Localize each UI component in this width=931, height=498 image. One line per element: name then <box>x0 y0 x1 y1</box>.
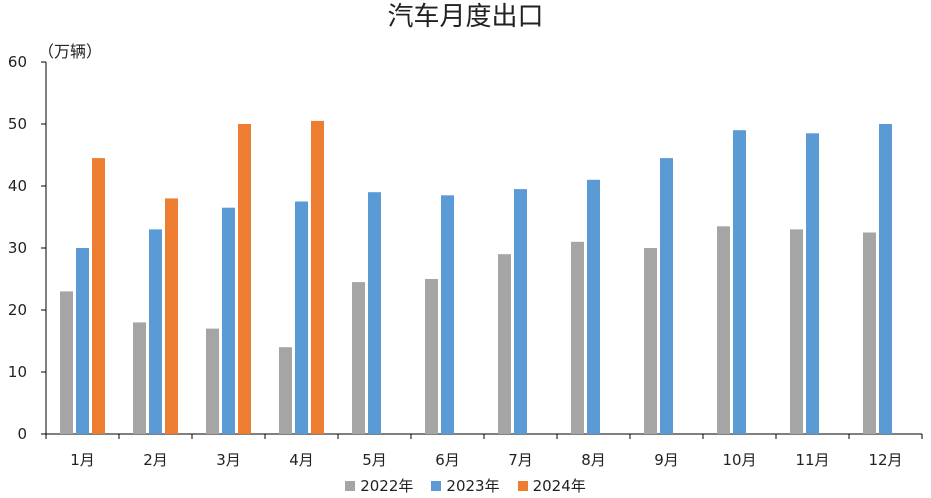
x-tick-label: 7月 <box>508 451 533 469</box>
bar-2024年-1月 <box>92 158 105 434</box>
bar-2023年-3月 <box>222 207 235 434</box>
bar-2023年-1月 <box>76 248 89 434</box>
bar-2022年-12月 <box>863 232 876 434</box>
legend-swatch-2024 <box>517 480 528 491</box>
x-tick-label: 5月 <box>362 451 387 469</box>
bar-2023年-6月 <box>441 195 454 434</box>
bar-2022年-6月 <box>425 279 438 434</box>
x-tick-label: 11月 <box>795 451 829 469</box>
y-tick-label: 20 <box>8 301 27 319</box>
y-tick-label: 40 <box>8 177 27 195</box>
x-tick-label: 6月 <box>435 451 460 469</box>
legend-item-2023: 2023年 <box>431 475 500 496</box>
x-tick-label: 1月 <box>70 451 95 469</box>
legend: 2022年 2023年 2024年 <box>0 475 931 496</box>
bar-2022年-10月 <box>717 226 730 434</box>
bar-2022年-3月 <box>206 328 219 434</box>
bar-2024年-2月 <box>165 198 178 434</box>
legend-item-2024: 2024年 <box>517 475 586 496</box>
bar-2022年-8月 <box>571 241 584 434</box>
x-tick-label: 3月 <box>216 451 241 469</box>
bar-2023年-2月 <box>149 229 162 434</box>
x-tick-label: 10月 <box>722 451 756 469</box>
bar-2022年-4月 <box>279 347 292 434</box>
bar-2024年-3月 <box>238 124 251 434</box>
legend-swatch-2022 <box>345 480 356 491</box>
y-tick-label: 30 <box>8 239 27 257</box>
x-tick-label: 2月 <box>143 451 168 469</box>
legend-label-2024: 2024年 <box>532 477 586 495</box>
y-tick-label: 60 <box>8 53 27 71</box>
bar-2022年-2月 <box>133 322 146 434</box>
bar-2022年-9月 <box>644 248 657 434</box>
bar-2023年-4月 <box>295 201 308 434</box>
legend-swatch-2023 <box>431 480 442 491</box>
legend-label-2023: 2023年 <box>446 477 500 495</box>
bar-2022年-7月 <box>498 254 511 434</box>
bar-2024年-4月 <box>311 120 324 435</box>
bar-2023年-5月 <box>368 192 381 434</box>
bar-2023年-7月 <box>514 189 527 434</box>
x-tick-label: 12月 <box>868 451 902 469</box>
chart-title: 汽车月度出口 <box>387 2 544 32</box>
bar-2023年-12月 <box>879 124 892 434</box>
x-tick-label: 9月 <box>654 451 679 469</box>
bar-2023年-10月 <box>733 130 746 434</box>
y-axis-unit-label: （万辆） <box>38 42 103 61</box>
legend-item-2022: 2022年 <box>345 475 413 496</box>
x-tick-label: 8月 <box>581 451 606 469</box>
y-tick-label: 50 <box>8 115 27 133</box>
bar-2023年-11月 <box>806 133 819 435</box>
bar-2022年-1月 <box>60 291 73 434</box>
bar-2022年-5月 <box>352 282 365 434</box>
x-tick-label: 4月 <box>289 451 314 469</box>
bar-2023年-8月 <box>587 179 600 434</box>
bar-2023年-9月 <box>660 158 673 434</box>
y-tick-label: 10 <box>8 363 27 381</box>
legend-label-2022: 2022年 <box>360 477 414 495</box>
y-tick-label: 0 <box>17 425 27 443</box>
bar-2022年-11月 <box>790 229 803 434</box>
